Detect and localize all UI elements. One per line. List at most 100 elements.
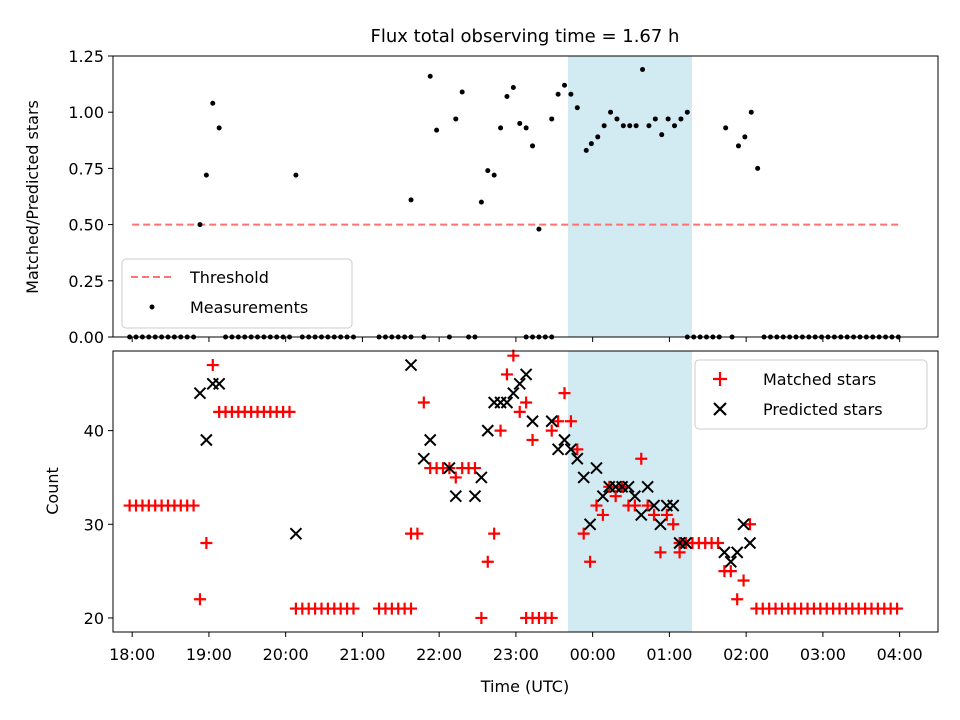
predicted-star-marker bbox=[628, 489, 642, 503]
measurement-point bbox=[530, 143, 536, 149]
matched-star-marker bbox=[481, 555, 494, 568]
measurement-point bbox=[684, 109, 690, 115]
x-tick-label: 19:00 bbox=[186, 645, 232, 664]
ratio-y-tick-label: 1.00 bbox=[68, 103, 104, 122]
threshold-legend-label: Threshold bbox=[189, 268, 269, 287]
count-axes: 20 30 40 18:00 19:00 20:00 21:00 22:00 23:00 00:… bbox=[43, 349, 939, 696]
predicted-star-marker bbox=[526, 415, 539, 428]
measurement-point bbox=[583, 147, 589, 153]
measurement-point bbox=[574, 105, 580, 111]
matched-star-marker bbox=[648, 508, 661, 521]
matched-star-marker bbox=[187, 499, 200, 512]
predicted-star-marker bbox=[654, 518, 667, 531]
x-tick-label: 02:00 bbox=[723, 645, 769, 664]
x-tick-label: 18:00 bbox=[109, 645, 155, 664]
measurement-point bbox=[293, 172, 299, 178]
matched-star-marker bbox=[405, 602, 418, 615]
measurement-point bbox=[755, 165, 761, 171]
ratio-y-tick-label: 0.00 bbox=[68, 328, 104, 347]
matched-star-marker bbox=[731, 593, 744, 606]
matched-star-marker bbox=[577, 527, 590, 540]
matched-legend-label: Matched stars bbox=[763, 370, 876, 389]
predicted-star-marker bbox=[417, 452, 431, 465]
measurement-point bbox=[595, 134, 601, 140]
x-tick-label: 20:00 bbox=[263, 645, 309, 664]
measurement-point bbox=[601, 123, 607, 129]
ratio-y-label: Matched/Predicted stars bbox=[23, 100, 42, 294]
predicted-star-marker bbox=[513, 377, 526, 390]
measurement-point bbox=[549, 116, 555, 122]
predicted-star-marker bbox=[622, 480, 635, 494]
measurements-legend-label: Measurements bbox=[190, 298, 308, 317]
predicted-star-marker bbox=[590, 461, 603, 475]
predicted-star-marker bbox=[679, 536, 693, 550]
predicted-star-marker bbox=[558, 433, 571, 447]
matched-star-marker bbox=[609, 490, 622, 503]
matched-star-marker bbox=[558, 387, 571, 400]
predicted-star-marker bbox=[635, 508, 648, 522]
measurement-point bbox=[210, 100, 216, 106]
matched-star-marker bbox=[475, 611, 488, 624]
matched-star-marker bbox=[500, 368, 513, 381]
matched-star-marker bbox=[449, 471, 462, 484]
matched-star-marker bbox=[520, 396, 533, 409]
measurement-point bbox=[517, 120, 523, 126]
matched-star-marker bbox=[283, 405, 296, 418]
measurement-point bbox=[568, 91, 574, 97]
matched-star-marker bbox=[571, 443, 584, 456]
measurement-point bbox=[510, 84, 516, 90]
measurement-point bbox=[735, 143, 741, 149]
predicted-star-marker bbox=[289, 527, 303, 540]
matched-star-marker bbox=[200, 537, 213, 550]
x-tick-label: 00:00 bbox=[570, 645, 616, 664]
predicted-star-marker bbox=[551, 443, 565, 456]
count-legend: Matched stars Predicted stars bbox=[694, 359, 928, 430]
matched-star-marker bbox=[552, 415, 565, 428]
count-y-tick-label: 20 bbox=[84, 609, 104, 628]
predicted-star-marker bbox=[449, 489, 462, 503]
measurement-point bbox=[459, 89, 465, 95]
count-y-label: Count bbox=[43, 467, 62, 515]
measurement-point bbox=[742, 134, 748, 140]
predicted-star-marker bbox=[743, 536, 757, 550]
matched-star-marker bbox=[596, 508, 609, 521]
count-y-tick-label: 30 bbox=[84, 515, 104, 534]
predicted-star-markers bbox=[193, 358, 757, 568]
count-x-ticks: 18:00 19:00 20:00 21:00 22:00 23:00 00:00 01:00… bbox=[109, 632, 923, 664]
measurement-point bbox=[672, 123, 678, 129]
count-axes-frame bbox=[112, 350, 939, 633]
chart-title: Flux total observing time = 1.67 h bbox=[371, 26, 680, 47]
predicted-star-marker bbox=[647, 499, 661, 512]
measurement-point bbox=[640, 66, 646, 72]
x-tick-label: 04:00 bbox=[877, 645, 923, 664]
x-axis-label: Time (UTC) bbox=[480, 677, 569, 696]
ratio-y-tick-label: 0.75 bbox=[68, 159, 104, 178]
measurement-point bbox=[203, 172, 209, 178]
measurement-point bbox=[491, 172, 497, 178]
predicted-star-marker bbox=[443, 461, 456, 475]
measurement-point bbox=[453, 116, 459, 122]
ratio-axes-frame bbox=[112, 55, 939, 338]
measurement-point bbox=[665, 116, 671, 122]
matched-star-marker bbox=[712, 537, 724, 550]
matched-legend-swatch bbox=[713, 372, 727, 386]
predicted-star-marker bbox=[475, 471, 488, 484]
matched-star-marker bbox=[660, 508, 673, 521]
predicted-star-marker bbox=[193, 386, 207, 400]
matched-star-marker bbox=[641, 499, 654, 512]
matched-star-marker bbox=[545, 611, 558, 624]
matched-star-marker bbox=[891, 602, 904, 615]
x-tick-label: 23:00 bbox=[493, 645, 539, 664]
matched-star-marker bbox=[206, 359, 219, 372]
measurement-point bbox=[427, 73, 433, 79]
ratio-y-ticks: 0.00 0.25 0.50 0.75 1.00 1.25 bbox=[68, 47, 113, 347]
measurements-legend-swatch bbox=[149, 304, 155, 310]
matched-star-marker bbox=[737, 574, 750, 587]
measurement-point bbox=[627, 123, 633, 129]
measurement-point bbox=[555, 91, 561, 97]
predicted-star-marker bbox=[212, 377, 226, 390]
predicted-star-marker bbox=[737, 518, 750, 531]
matched-star-marker bbox=[488, 527, 501, 540]
predicted-star-marker bbox=[507, 386, 520, 400]
